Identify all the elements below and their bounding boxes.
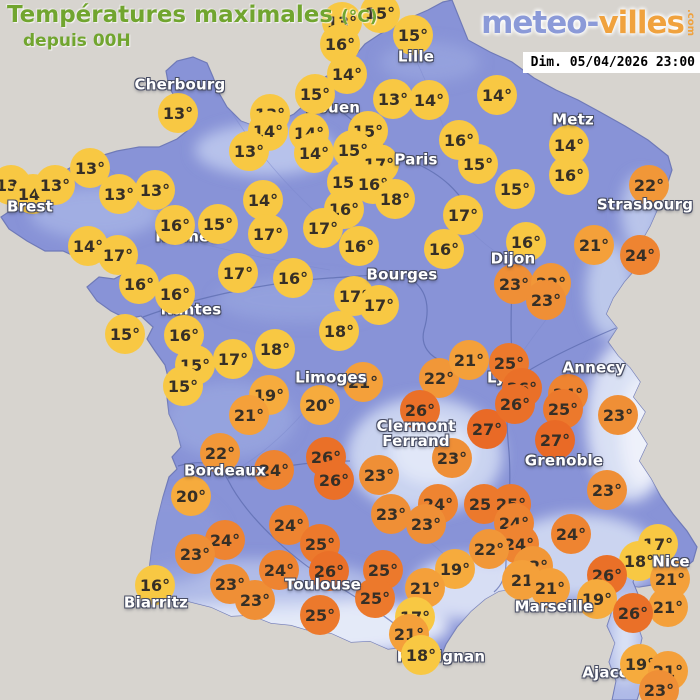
temp-bubble: 23° — [359, 455, 399, 495]
city-label-cherbourg: Cherbourg — [134, 75, 226, 94]
temp-bubble: 18° — [375, 179, 415, 219]
temp-bubble: 13° — [99, 174, 139, 214]
temp-bubble: 23° — [598, 395, 638, 435]
temp-bubble: 15° — [458, 144, 498, 184]
temp-bubble: 18° — [319, 311, 359, 351]
temp-bubble: 18° — [401, 635, 441, 675]
temp-bubble: 15° — [105, 314, 145, 354]
city-label-brest: Brest — [6, 197, 54, 216]
temp-bubble: 22° — [200, 433, 240, 473]
temp-bubble: 21° — [229, 395, 269, 435]
city-label-metz: Metz — [552, 110, 594, 129]
city-label-clermont-ferrand: Clermont Ferrand — [376, 417, 456, 450]
city-label-limoges: Limoges — [295, 368, 367, 387]
city-label-paris: Paris — [394, 150, 438, 169]
temp-bubble: 23° — [432, 438, 472, 478]
temp-bubble: 17° — [303, 208, 343, 248]
temp-bubble: 15° — [163, 366, 203, 406]
temp-bubble: 23° — [587, 470, 627, 510]
temp-bubble: 25° — [300, 595, 340, 635]
temp-bubble: 21° — [530, 568, 570, 608]
temp-bubble: 23° — [526, 280, 566, 320]
temp-bubble: 13° — [135, 170, 175, 210]
temp-bubble: 15° — [495, 169, 535, 209]
temp-bubble: 16° — [155, 205, 195, 245]
temp-bubble: 15° — [198, 204, 238, 244]
temp-bubble: 16° — [273, 258, 313, 298]
temp-bubble: 13° — [229, 131, 269, 171]
temp-bubble: 26° — [309, 551, 349, 591]
page-subtitle: depuis 00H — [23, 31, 131, 51]
temp-bubble: 17° — [98, 235, 138, 275]
temp-bubble: 23° — [494, 264, 534, 304]
city-label-annecy: Annecy — [562, 358, 626, 377]
temp-bubble: 21° — [449, 340, 489, 380]
city-label-grenoble: Grenoble — [524, 451, 604, 470]
temp-bubble: 21° — [574, 225, 614, 265]
temp-bubble: 26° — [314, 460, 354, 500]
city-label-bourges: Bourges — [366, 265, 438, 284]
temp-bubble: 26° — [400, 390, 440, 430]
city-label-nice: Nice — [652, 552, 690, 571]
city-label-lille: Lille — [397, 47, 435, 66]
page-title: Températures maximales (°C) — [7, 2, 378, 28]
timestamp-badge: Dim. 05/04/2026 23:00 — [522, 52, 700, 73]
temp-bubble: 24° — [259, 550, 299, 590]
temp-bubble: 17° — [213, 339, 253, 379]
temp-bubble: 14° — [409, 80, 449, 120]
temp-bubble: 22° — [629, 165, 669, 205]
temp-bubble: 16° — [339, 226, 379, 266]
temp-bubble: 19° — [577, 579, 617, 619]
temp-bubble: 26° — [613, 593, 653, 633]
temp-bubble: 13° — [158, 93, 198, 133]
temp-bubble: 25° — [355, 578, 395, 618]
temp-bubble: 23° — [639, 670, 679, 700]
temp-bubble: 17° — [248, 214, 288, 254]
title-unit: (°C) — [341, 7, 378, 27]
temp-bubble: 16° — [506, 222, 546, 262]
temp-bubble: 14° — [243, 180, 283, 220]
temp-bubble: 16° — [155, 274, 195, 314]
title-text: Températures maximales — [7, 2, 333, 28]
temp-bubble: 23° — [371, 494, 411, 534]
temp-bubble: 23° — [175, 534, 215, 574]
logo-part-orange: villes — [598, 5, 685, 41]
city-label-strasbourg: Strasbourg — [596, 195, 694, 214]
temp-bubble: 27° — [535, 420, 575, 460]
temp-bubble: 16° — [424, 229, 464, 269]
temp-bubble: 24° — [551, 514, 591, 554]
temp-bubble: 26° — [495, 384, 535, 424]
temp-bubble: 13° — [373, 79, 413, 119]
temp-bubble: 17° — [218, 253, 258, 293]
temp-bubble: 15° — [393, 15, 433, 55]
temp-bubble: 24° — [620, 235, 660, 275]
city-label-bordeaux: Bordeaux — [183, 461, 267, 480]
temp-bubble: 17° — [359, 285, 399, 325]
temp-bubble: 22° — [469, 529, 509, 569]
city-label-marseille: Marseille — [514, 597, 594, 616]
temp-bubble: 14° — [477, 75, 517, 115]
temp-bubble: 23° — [406, 504, 446, 544]
city-label-dijon: Dijon — [490, 249, 536, 268]
city-label-biarritz: Biarritz — [123, 593, 189, 612]
temp-bubble: 15° — [295, 74, 335, 114]
temp-bubble: 13° — [35, 165, 75, 205]
temp-bubble: 18° — [255, 329, 295, 369]
temp-bubble: 21° — [343, 362, 383, 402]
temp-bubble: 21° — [648, 587, 688, 627]
temp-bubble: 16° — [549, 155, 589, 195]
temp-bubble: 16° — [119, 264, 159, 304]
temp-bubble: 16° — [135, 565, 175, 605]
temp-bubble: 14° — [294, 133, 334, 173]
city-label-toulouse: Toulouse — [284, 575, 362, 594]
temp-bubble: 20° — [300, 385, 340, 425]
temp-bubble: 24° — [254, 450, 294, 490]
logo-suffix: .com — [685, 9, 696, 37]
site-logo[interactable]: meteo-villes .com — [481, 5, 696, 41]
logo-part-blue: meteo- — [481, 5, 599, 41]
temp-bubble: 17° — [443, 195, 483, 235]
temp-bubble: 20° — [171, 476, 211, 516]
